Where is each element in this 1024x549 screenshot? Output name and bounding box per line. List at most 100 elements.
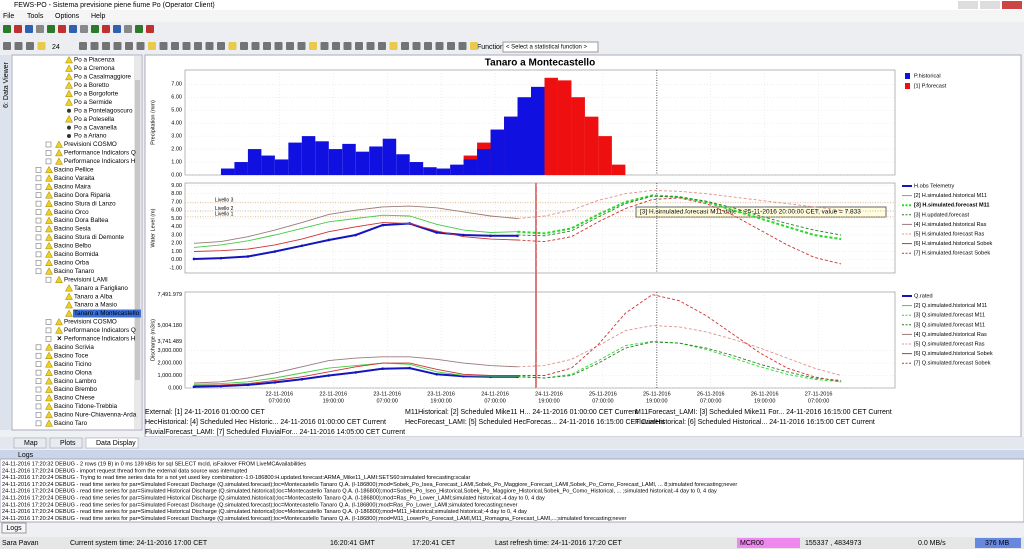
minimize-button[interactable] [958, 1, 978, 9]
toolbar-icon[interactable] [217, 42, 225, 50]
tree-expander[interactable] [35, 175, 42, 182]
toolbar-icon[interactable] [194, 42, 202, 50]
toolbar-icon[interactable] [182, 42, 191, 50]
toolbar-icon[interactable] [113, 25, 121, 33]
tree-item[interactable]: Po a Cavanella [74, 124, 117, 131]
tree-item[interactable]: Bacino Lambro [54, 378, 97, 385]
legend-entry[interactable]: [7] H.simulated.forecast Sobek [914, 251, 990, 257]
tree-item[interactable]: Bacino Stura di Lanzo [54, 200, 116, 207]
toolbar-icon[interactable] [14, 25, 22, 33]
tree-expander[interactable] [35, 167, 42, 173]
toolbar-icon[interactable] [240, 42, 248, 50]
tree-item[interactable]: Bacino Belbo [54, 243, 92, 250]
tree-expander[interactable] [35, 268, 42, 275]
toolbar-icon[interactable] [263, 42, 271, 50]
bottom-tab-label[interactable]: Plots [60, 440, 76, 447]
toolbar-icon[interactable] [90, 42, 99, 50]
tree-expander[interactable] [35, 192, 42, 198]
tree-item[interactable]: Bacino Ticino [54, 361, 92, 368]
toolbar-icon[interactable] [79, 42, 87, 50]
legend-entry[interactable]: Q.rated [914, 293, 933, 299]
toolbar-icon[interactable] [47, 25, 55, 33]
tree-item[interactable]: Tanaro a Montecastello [74, 310, 140, 317]
toolbar-icon[interactable] [332, 42, 340, 50]
toolbar-icon[interactable] [102, 25, 110, 33]
tree-item[interactable]: Po a Pontelagoscuro [74, 107, 133, 114]
legend-entry[interactable]: H.obs Telemetry [914, 183, 955, 189]
tree-item[interactable]: Bacino Pellice [54, 167, 94, 174]
toolbar-icon[interactable] [14, 42, 23, 50]
tree-expander[interactable] [45, 336, 52, 342]
tree-item[interactable]: Bacino Maira [54, 183, 91, 190]
menu-item[interactable]: Options [55, 13, 80, 20]
toolbar-icon[interactable] [135, 25, 143, 33]
tree-expander[interactable] [35, 183, 42, 190]
tree-item[interactable]: Po a Ariano [74, 133, 107, 140]
toolbar-icon[interactable] [3, 25, 11, 33]
toolbar-icon[interactable] [25, 25, 33, 33]
tree-expander[interactable] [35, 386, 42, 393]
tree-item[interactable]: Bacino Tidone-Trebbia [54, 403, 118, 410]
tree-item[interactable]: Po a Polesella [74, 116, 115, 123]
legend-entry[interactable]: [4] H.simulated.historical Ras [914, 222, 987, 228]
toolbar-icon[interactable] [146, 25, 154, 33]
tree-item[interactable]: Bacino Dora Baltea [54, 217, 109, 224]
legend-entry[interactable]: [5] Q.simulated.forecast Ras [914, 341, 985, 347]
legend-entry[interactable]: [3] Q.simulated.forecast M11 [914, 322, 985, 328]
legend-entry[interactable]: [7] Q.simulated.forecast Sobek [914, 361, 991, 367]
tree-item[interactable]: Bacino Stura di Demonte [54, 234, 125, 241]
legend-entry[interactable]: [1] P.forecast [914, 83, 947, 89]
tree-item[interactable]: Tanaro a Farigliano [74, 285, 128, 292]
tree-item[interactable]: Bacino Dora Riparia [54, 192, 111, 199]
tree-expander[interactable] [45, 276, 52, 283]
toolbar-icon[interactable] [69, 25, 77, 33]
tree-item[interactable]: Bacino Sesia [54, 226, 91, 233]
toolbar-icon[interactable] [102, 42, 110, 50]
tree-expander[interactable] [45, 158, 52, 165]
legend-entry[interactable]: [3] Q.simulated.forecast M11 [914, 313, 985, 319]
legend-entry[interactable]: [5] H.simulated.forecast Ras [914, 231, 984, 237]
functions-select[interactable] [502, 41, 599, 53]
tree-expander[interactable] [35, 209, 42, 215]
toolbar-icon[interactable] [355, 42, 363, 50]
legend-entry[interactable]: [3] H.simulated.forecast M11 [914, 203, 990, 209]
side-tab[interactable]: 6: Data Viewer [3, 61, 10, 107]
tree-item[interactable]: Performance Indicators H [64, 158, 136, 165]
logs-button[interactable] [1, 522, 27, 534]
toolbar-icon[interactable] [125, 42, 133, 50]
tree-expander[interactable] [35, 344, 42, 351]
toolbar-icon[interactable] [320, 42, 329, 50]
tree-item[interactable]: Bacino Scrivia [54, 344, 94, 351]
tree-item[interactable]: Bacino Brembo [54, 386, 98, 393]
period[interactable]: 24 [52, 44, 60, 51]
logs-button-label[interactable]: Logs [6, 525, 22, 532]
tree-item[interactable]: Bacino Orba [54, 259, 89, 266]
toolbar-icon[interactable] [297, 42, 306, 50]
tree-item[interactable]: Bacino Tanaro [54, 268, 95, 275]
menu-item[interactable]: Tools [27, 13, 44, 20]
toolbar-icon[interactable] [80, 25, 88, 33]
toolbar-icon[interactable] [124, 25, 132, 33]
legend-entry[interactable]: [2] H.simulated.historical M11 [914, 193, 987, 199]
toolbar-icon[interactable] [136, 42, 145, 50]
toolbar-icon[interactable] [36, 25, 44, 33]
toolbar-icon[interactable] [458, 42, 467, 50]
tree-item[interactable]: Bacino Toce [54, 352, 89, 359]
bottom-tab-label[interactable]: Data Display [96, 440, 136, 447]
tree-item[interactable]: Tanaro a Masio [74, 302, 118, 309]
toolbar-icon[interactable] [424, 42, 432, 50]
tree-expander[interactable] [35, 369, 42, 376]
functions-select-text[interactable]: < Select a statistical function > [506, 45, 588, 51]
tree-item[interactable]: Bacino Varaita [54, 175, 95, 182]
tree-item[interactable]: Po a Casalmaggiore [74, 74, 132, 81]
tree-expander[interactable] [35, 217, 42, 224]
tree-expander[interactable] [35, 352, 42, 359]
legend-entry[interactable]: [4] Q.simulated.historical Ras [914, 332, 987, 338]
close-button[interactable] [1002, 1, 1022, 9]
toolbar-icon[interactable] [274, 42, 283, 50]
toolbar-icon[interactable] [228, 42, 237, 50]
tree-expander[interactable] [35, 403, 42, 410]
toolbar-icon[interactable] [366, 42, 375, 50]
legend-entry[interactable]: [3] H.updated.forecast [914, 212, 969, 218]
tree-item[interactable]: Po a Piacenza [74, 57, 115, 64]
